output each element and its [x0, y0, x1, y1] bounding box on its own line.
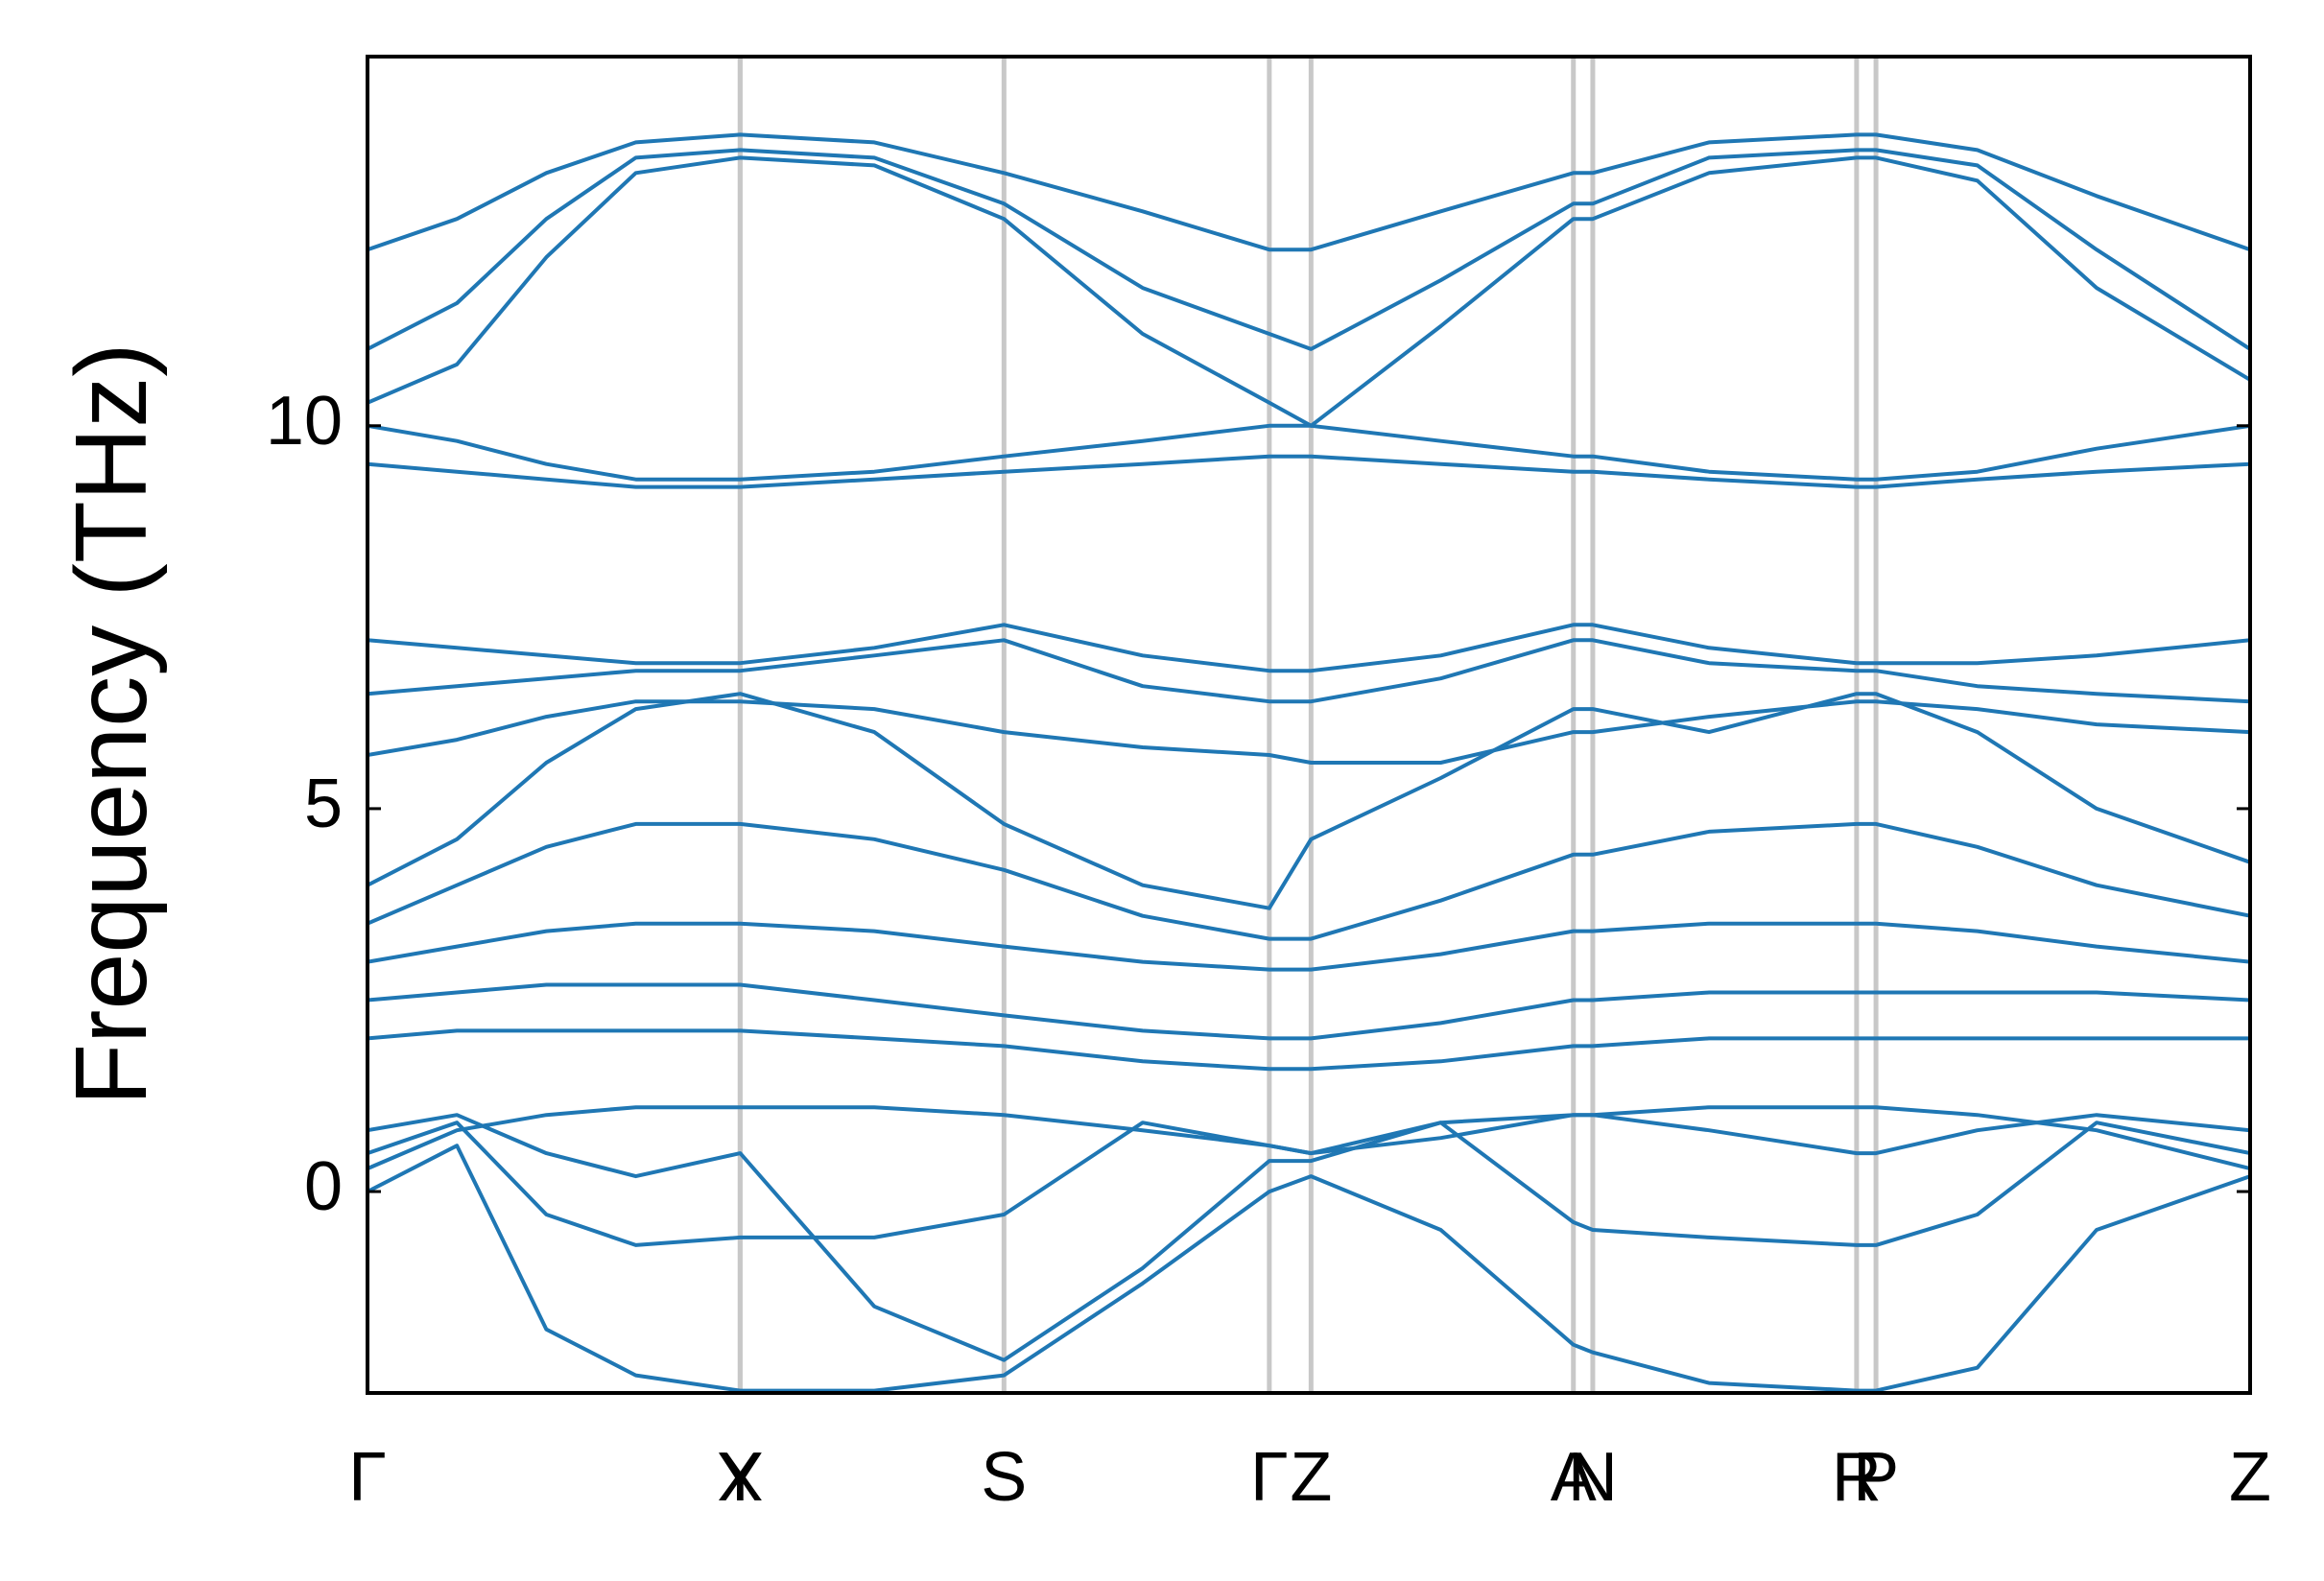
x-tick-label: Y	[717, 1439, 763, 1516]
x-tick-label: A	[1551, 1439, 1597, 1516]
band-line	[368, 1028, 2250, 1072]
band-line	[368, 699, 2250, 765]
band-line	[368, 692, 2250, 910]
x-tick-label: N	[1568, 1439, 1618, 1516]
band-line	[368, 623, 2250, 673]
x-tick-label: Z	[1290, 1439, 1332, 1516]
y-tick-label: 0	[304, 1148, 343, 1225]
band-line	[368, 921, 2250, 972]
band-line	[368, 1144, 2250, 1393]
x-tick-label: R	[1832, 1439, 1882, 1516]
band-line	[368, 148, 2250, 351]
plot-frame	[366, 55, 2252, 1395]
x-tick-label: Γ	[1250, 1439, 1289, 1516]
x-tick-label: P	[1853, 1439, 1899, 1516]
y-tick-label: 10	[266, 383, 343, 460]
bands	[368, 132, 2250, 1393]
y-axis-label: Frequency (THz)	[55, 342, 168, 1105]
band-line	[368, 454, 2250, 489]
band-line	[368, 132, 2250, 252]
band-line	[368, 423, 2250, 482]
x-tick-label: Γ	[348, 1439, 387, 1516]
y-tick-label: 5	[304, 766, 343, 842]
x-tick-label: S	[981, 1439, 1027, 1516]
band-line	[368, 638, 2250, 704]
x-tick-label: X	[717, 1439, 763, 1516]
x-tick-label: Z	[2229, 1439, 2271, 1516]
band-line	[368, 1113, 2250, 1362]
grid	[737, 57, 1879, 1393]
band-line	[368, 982, 2250, 1041]
band-line	[368, 821, 2250, 941]
band-line	[368, 1121, 2250, 1247]
